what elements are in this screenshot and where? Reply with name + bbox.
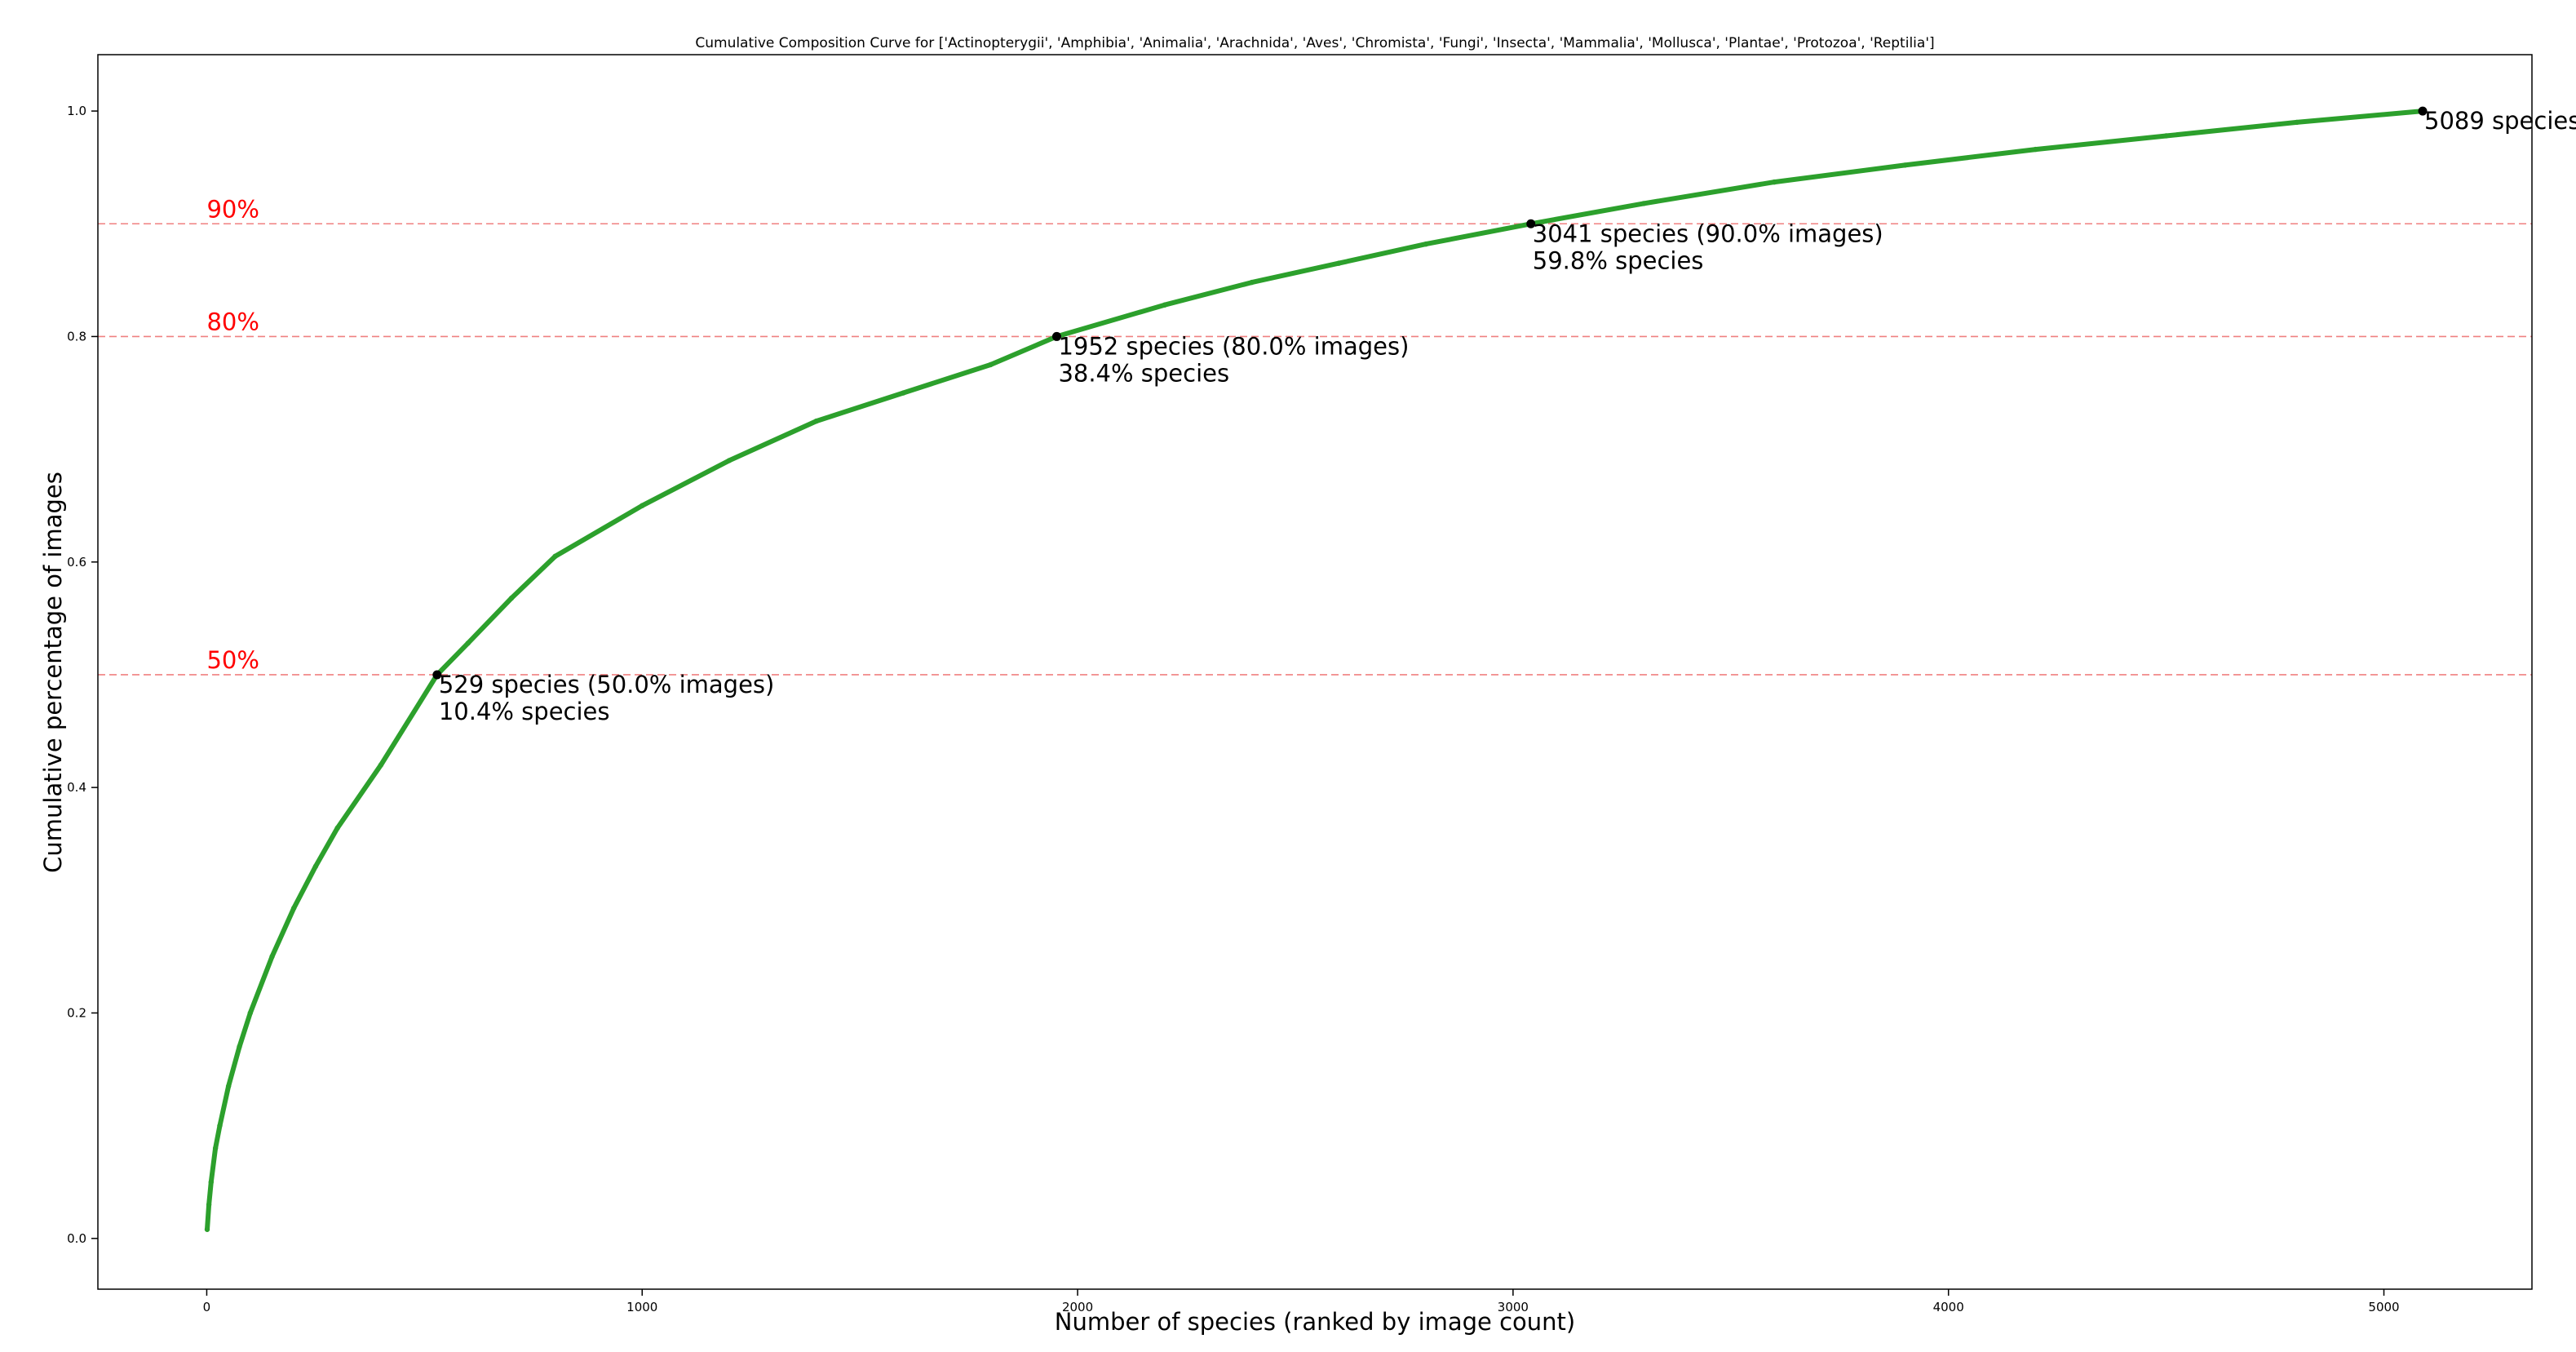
data-point [2163,133,2169,139]
annotation-marker [1051,331,1061,341]
annotation-line: 529 species (50.0% images) [439,671,775,698]
y-tick-label: 0.0 [67,1231,86,1246]
annotation-label: 1952 species (80.0% images) 38.4% species [1058,332,1409,387]
annotation-marker [2418,106,2428,116]
x-tick-label: 3000 [1498,1300,1529,1314]
data-point [552,553,558,560]
annotation-line: 1952 species (80.0% images) [1058,332,1409,360]
data-point [2294,119,2299,126]
data-point [508,595,515,601]
data-point [1771,179,1777,185]
x-tick-label: 5000 [2368,1300,2399,1314]
x-tick-label: 1000 [626,1300,657,1314]
data-point [726,458,733,463]
data-point [212,1146,219,1151]
y-tick-label: 1.0 [67,104,86,118]
data-point [237,1044,242,1050]
annotation-line: 5089 species [2424,107,2576,135]
data-point [1640,201,1647,206]
data-point [1902,162,1908,168]
data-point [988,361,994,368]
data-point [206,1202,212,1208]
annotation-label: 3041 species (90.0% images) 59.8% species [1533,219,1883,274]
annotation-line: 38.4% species [1058,359,1229,387]
annotation-line: 59.8% species [1533,246,1704,274]
annotation-line: 3041 species (90.0% images) [1533,219,1883,247]
data-point [334,825,340,831]
y-tick-label: 0.6 [67,555,86,570]
threshold-label: 90% [206,195,259,223]
data-point [901,390,906,396]
data-point [640,503,645,508]
x-axis-label: Number of species (ranked by image count… [1055,1308,1576,1336]
x-tick-label: 0 [203,1300,211,1314]
data-point [1249,279,1255,286]
annotation-marker [1526,219,1536,228]
data-point [291,905,297,911]
plot-area-frame [97,54,2533,1290]
data-point [217,1123,223,1128]
annotation-marker [432,670,442,680]
x-tick-label: 4000 [1933,1300,1964,1314]
data-point [225,1084,232,1089]
y-tick-label: 0.2 [67,1005,86,1020]
threshold-label: 50% [206,646,259,674]
y-tick-label: 0.4 [67,780,86,795]
data-point [247,1010,254,1016]
data-point [269,954,275,960]
data-point [312,863,319,870]
data-point [813,418,819,424]
data-point [1162,302,1168,308]
data-point [204,1226,210,1232]
data-point [1423,241,1429,247]
threshold-label: 80% [206,308,259,335]
annotation-label: 529 species (50.0% images) 10.4% species [439,671,775,725]
data-point [378,762,384,768]
data-point [465,641,471,646]
data-point [2033,146,2038,153]
x-tick-label: 2000 [1062,1300,1093,1314]
chart-title: Cumulative Composition Curve for ['Actin… [695,35,1934,51]
y-tick-label: 0.8 [67,329,86,344]
data-point [1336,260,1342,266]
y-axis-label: Cumulative percentage of images [39,472,67,873]
annotation-label: 5089 species [2424,107,2576,135]
data-point [208,1179,214,1185]
annotation-line: 10.4% species [439,698,610,725]
